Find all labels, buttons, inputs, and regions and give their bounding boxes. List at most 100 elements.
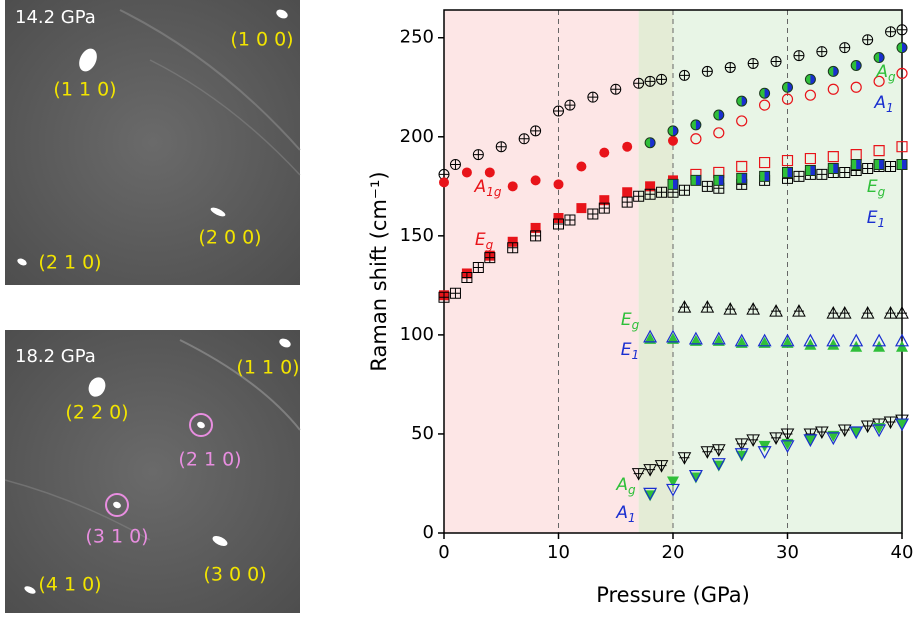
data-point [723, 302, 738, 315]
marker-fill [827, 430, 840, 442]
marker-cross [679, 452, 690, 463]
marker-cross [885, 161, 896, 172]
data-point [894, 418, 910, 432]
marker-edge [665, 483, 681, 497]
marker-cross [473, 149, 484, 160]
marker-edge [701, 180, 713, 192]
diffraction-spot [197, 421, 205, 429]
marker-cross [610, 84, 621, 95]
diffraction-ring [179, 339, 301, 431]
marker-half [879, 52, 885, 63]
marker-edge [461, 271, 473, 283]
marker-edge [782, 166, 793, 178]
marker-half [833, 66, 839, 77]
marker-cross [862, 34, 873, 45]
data-point [873, 423, 886, 435]
marker-cross [839, 424, 850, 435]
data-point [700, 446, 715, 459]
marker-edge [872, 333, 887, 347]
x-axis-title: Pressure (GPa) [596, 583, 750, 607]
marker-edge [849, 426, 864, 440]
marker-half [764, 171, 770, 182]
marker-edge [713, 109, 725, 121]
diffraction-image [5, 0, 300, 285]
marker-edge [885, 161, 897, 173]
marker-edge [896, 159, 908, 171]
marker-edge [873, 75, 885, 87]
data-point [758, 99, 771, 111]
marker-cross [645, 189, 656, 200]
reflection-label: (1 1 0) [236, 357, 299, 379]
pressure-region [444, 10, 639, 533]
marker-edge [849, 333, 864, 347]
mode-label: E1 [867, 208, 885, 230]
data-point [782, 166, 793, 178]
marker-cross [553, 106, 564, 117]
marker-edge [781, 154, 794, 167]
data-point [667, 125, 679, 137]
data-point [885, 26, 897, 38]
marker-cross [439, 292, 449, 303]
mode-label: Ag [875, 62, 896, 84]
marker-edge [643, 329, 658, 343]
marker-half [718, 175, 724, 186]
marker-edge [644, 137, 656, 149]
marker-cross [587, 92, 598, 103]
data-point [770, 56, 782, 67]
marker-cross [782, 428, 793, 439]
marker-edge [690, 133, 702, 145]
marker-fill [668, 135, 678, 146]
data-point [461, 167, 472, 178]
data-point [894, 333, 910, 347]
data-point [736, 160, 748, 173]
marker-edge [873, 145, 885, 157]
marker-cross [496, 141, 507, 152]
data-point [849, 333, 864, 347]
data-point [622, 187, 633, 198]
marker-fill [712, 334, 725, 346]
data-point [530, 125, 542, 137]
marker-cross [725, 304, 736, 315]
marker-half [695, 119, 701, 130]
marker-edge [758, 99, 771, 111]
y-tick-label: 250 [400, 27, 434, 48]
data-point [896, 141, 908, 153]
mode-subscript: g [878, 185, 886, 199]
data-point [769, 304, 783, 317]
data-point [759, 170, 771, 182]
data-point [449, 159, 461, 170]
mode-symbol: E [621, 310, 632, 330]
marker-edge [621, 196, 633, 208]
data-point [484, 252, 496, 264]
data-point [850, 60, 862, 71]
data-point [530, 230, 542, 242]
data-point [690, 133, 702, 145]
marker-half [833, 163, 839, 174]
data-point [896, 159, 908, 171]
marker-fill [599, 147, 610, 158]
x-tick-label: 0 [438, 542, 449, 563]
data-point [873, 159, 885, 171]
highlight-circle [105, 493, 129, 517]
marker-edge [850, 60, 862, 71]
marker-fill [484, 167, 495, 178]
data-point [746, 434, 760, 447]
data-point [643, 329, 658, 343]
data-point [757, 446, 772, 460]
data-point [439, 177, 449, 188]
marker-cross [564, 214, 575, 225]
data-point [631, 468, 646, 481]
data-point [804, 338, 817, 350]
data-point [461, 271, 473, 283]
marker-edge [839, 166, 851, 178]
diffraction-spot [113, 501, 121, 509]
data-point [530, 175, 541, 186]
data-point [667, 332, 679, 344]
marker-edge [804, 89, 817, 101]
marker-edge [759, 170, 771, 182]
marker-cross [679, 185, 690, 196]
data-point [759, 87, 771, 99]
marker-half [673, 179, 678, 190]
marker-edge [530, 230, 542, 242]
mode-subscript: 1 [628, 511, 636, 525]
